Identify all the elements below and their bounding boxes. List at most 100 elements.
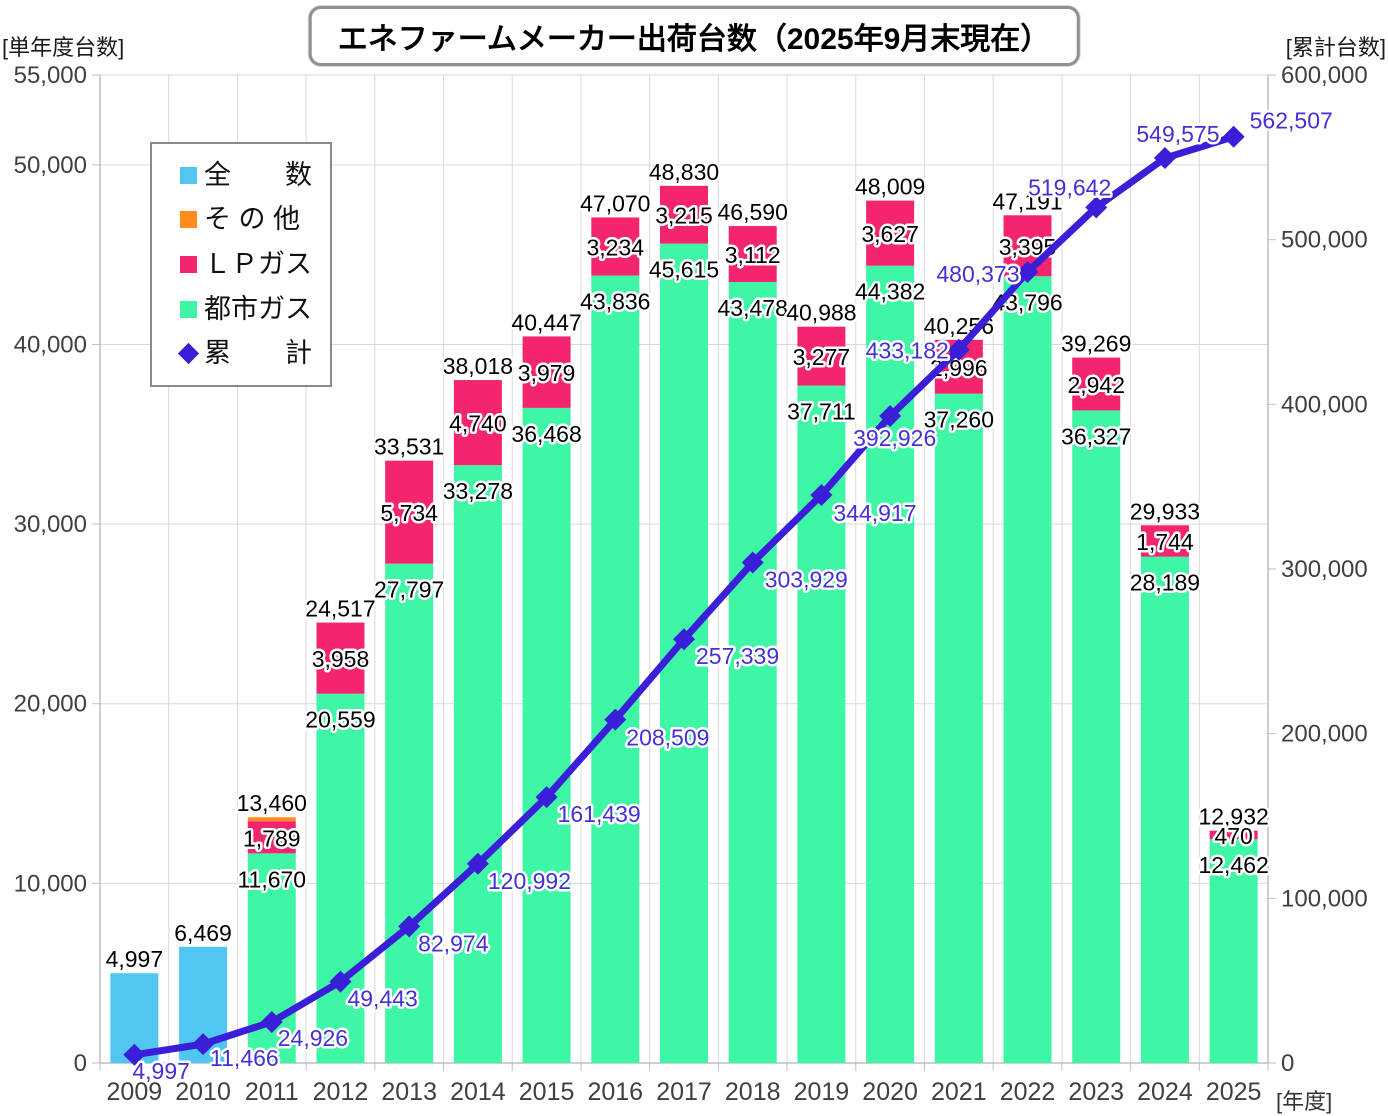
- bar-total-label: 48,830: [649, 159, 719, 185]
- bar-segment-city-gas: [522, 407, 571, 1063]
- bar-total-label: 13,460: [237, 790, 307, 816]
- cumulative-point: [1222, 125, 1245, 148]
- cumulative-label: 562,507: [1250, 108, 1333, 134]
- bar-segment-lp-gas: [1072, 357, 1121, 411]
- x-axis-year-label: 2022: [1000, 1078, 1056, 1106]
- bar-segment-lp-gas: [385, 460, 434, 564]
- city-gas-label: 12,462: [1198, 852, 1268, 878]
- city-gas-label: 28,189: [1130, 570, 1200, 596]
- x-axis-year-label: 2024: [1137, 1078, 1193, 1106]
- cumulative-label: 49,443: [347, 986, 417, 1012]
- cumulative-label: 433,182: [866, 338, 949, 364]
- city-gas-label: 36,468: [511, 421, 581, 447]
- legend-item-cumulative: 累 計: [177, 338, 330, 369]
- lp-gas-label: 2,942: [1067, 372, 1125, 398]
- cumulative-label: 392,926: [853, 425, 936, 451]
- cumulative-point: [604, 708, 627, 731]
- cumulative-label: 120,992: [488, 868, 571, 894]
- cumulative-label: 519,642: [1028, 174, 1111, 200]
- legend-label: 累 計: [204, 338, 312, 369]
- bar-segment-lp-gas: [591, 217, 640, 276]
- city-gas-label: 20,559: [305, 707, 375, 733]
- city-gas-label: 37,711: [787, 399, 856, 425]
- cumulative-point: [810, 484, 833, 507]
- cumulative-point: [123, 1043, 146, 1066]
- bar-segment-city-gas: [1140, 556, 1189, 1063]
- lp-gas-label: 470: [1214, 823, 1252, 849]
- x-axis-year-label: 2012: [313, 1078, 369, 1106]
- cumulative-label: 82,974: [418, 930, 489, 956]
- cumulative-point: [535, 786, 558, 809]
- bar-total-label: 29,933: [1130, 498, 1200, 524]
- lp-gas-label: 3,958: [312, 646, 370, 672]
- bar-segment-lp-gas: [1209, 830, 1258, 840]
- bar-total-label: 40,447: [511, 309, 581, 335]
- left-axis-tick-label: 50,000: [14, 152, 87, 179]
- left-axis-tick-label: 55,000: [14, 62, 87, 89]
- cumulative-label: 208,509: [626, 725, 709, 751]
- legend-swatch-icon: [180, 211, 197, 229]
- cumulative-label: 549,575: [1136, 121, 1219, 147]
- bar-segment-lp-gas: [660, 185, 708, 244]
- legend-item-lp-gas: ＬＰガス: [180, 248, 330, 279]
- legend-swatch-icon: [180, 166, 197, 184]
- lp-gas-label: 3,234: [587, 234, 645, 260]
- city-gas-label: 27,797: [374, 577, 444, 603]
- cumulative-point: [947, 338, 970, 361]
- bar-segment-other: [247, 817, 296, 822]
- bar-segment-city-gas: [1072, 410, 1121, 1064]
- lp-gas-label: 1,744: [1136, 529, 1194, 555]
- bar-segment-city-gas: [1003, 276, 1052, 1063]
- diamond-marker-icon: [177, 343, 200, 365]
- left-axis-tick-label: 40,000: [14, 331, 87, 358]
- cumulative-point: [1153, 147, 1176, 170]
- x-axis-year-label: 2025: [1206, 1078, 1262, 1106]
- lp-gas-label: 3,112: [725, 242, 781, 268]
- x-axis-year-label: 2009: [107, 1078, 163, 1106]
- lp-gas-label: 4,740: [449, 411, 507, 437]
- page-title: エネファームメーカー出荷台数（2025年9月末現在）: [308, 6, 1080, 66]
- legend-swatch-icon: [180, 300, 197, 318]
- x-axis-year-label: 2019: [794, 1078, 850, 1106]
- bar-total-label: 24,517: [305, 596, 375, 622]
- lp-gas-label: 3,277: [793, 344, 851, 370]
- bar-total-label: 33,531: [374, 434, 444, 460]
- right-axis-tick-label: 500,000: [1281, 227, 1368, 254]
- cumulative-point: [260, 1010, 283, 1033]
- city-gas-label: 36,327: [1061, 423, 1131, 449]
- lp-gas-label: 1,789: [243, 825, 301, 851]
- bar-total-label: 4,997: [106, 946, 164, 972]
- bar-total-label: 40,988: [786, 300, 856, 326]
- legend: 全 数そ の 他 ＬＰガス 都市ガス累 計: [150, 142, 332, 387]
- legend-label: 都市ガス: [204, 293, 312, 324]
- right-axis-tick-label: 0: [1281, 1050, 1294, 1077]
- legend-item-all: 全 数: [180, 161, 330, 189]
- cumulative-label: 480,373: [936, 261, 1019, 287]
- city-gas-label: 33,278: [443, 478, 513, 504]
- cumulative-label: 161,439: [558, 801, 641, 827]
- bar-total-label: 6,469: [174, 920, 232, 946]
- bar-total-label: 48,009: [855, 174, 925, 200]
- bar-segment-city-gas: [1209, 839, 1258, 1063]
- bar-segment-lp-gas: [453, 380, 502, 466]
- x-axis-year-label: 2018: [725, 1078, 781, 1106]
- cumulative-label: 4,997: [132, 1058, 190, 1084]
- cumulative-point: [879, 404, 902, 427]
- bar-segment-city-gas: [453, 465, 502, 1063]
- city-gas-label: 44,382: [855, 279, 925, 305]
- bar-segment-city-gas: [934, 393, 983, 1063]
- legend-label: ＬＰガス: [204, 248, 312, 279]
- lp-gas-label: 5,734: [380, 500, 438, 526]
- bar-total-label: 12,932: [1198, 804, 1268, 830]
- cumulative-point: [192, 1033, 215, 1056]
- bar-segment-lp-gas: [728, 226, 777, 282]
- right-axis-tick-label: 100,000: [1281, 885, 1368, 912]
- bar-segment-city-gas: [866, 265, 915, 1063]
- bar-total-label: 39,269: [1061, 331, 1131, 357]
- bar-total-label: 47,070: [580, 190, 650, 216]
- city-gas-label: 43,478: [718, 295, 788, 321]
- cumulative-point: [398, 915, 421, 938]
- bar-segment-lp-gas: [522, 336, 571, 408]
